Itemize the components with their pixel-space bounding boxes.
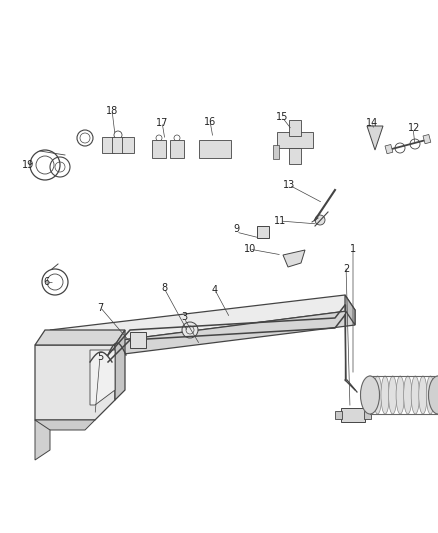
Ellipse shape [411, 376, 420, 414]
Polygon shape [115, 330, 125, 400]
Bar [289, 120, 301, 136]
Circle shape [105, 146, 111, 152]
Circle shape [182, 322, 198, 338]
Circle shape [125, 146, 131, 152]
Bar [112, 137, 124, 153]
Circle shape [289, 134, 301, 146]
Bar [423, 134, 431, 144]
Polygon shape [35, 420, 95, 430]
Ellipse shape [381, 376, 389, 414]
Bar [130, 332, 146, 348]
Ellipse shape [389, 376, 397, 414]
Bar [102, 137, 114, 153]
Ellipse shape [396, 376, 404, 414]
Circle shape [115, 146, 121, 152]
Text: 10: 10 [244, 245, 256, 254]
Bar [199, 140, 231, 158]
Bar [273, 145, 279, 159]
Ellipse shape [426, 376, 434, 414]
Bar [277, 132, 313, 148]
Circle shape [173, 149, 181, 157]
Polygon shape [90, 350, 115, 405]
Polygon shape [367, 126, 383, 150]
Polygon shape [60, 310, 355, 362]
Bar [152, 140, 166, 158]
Bar [122, 137, 134, 153]
Text: 16: 16 [204, 117, 216, 126]
Text: 12: 12 [408, 123, 420, 133]
Ellipse shape [404, 376, 412, 414]
Text: 5: 5 [98, 352, 104, 362]
Polygon shape [283, 250, 305, 267]
Text: 7: 7 [98, 303, 104, 312]
Text: 18: 18 [106, 106, 118, 116]
Text: 4: 4 [212, 286, 218, 295]
Polygon shape [35, 345, 115, 420]
Text: 19: 19 [21, 160, 34, 170]
Text: 3: 3 [181, 312, 187, 322]
Polygon shape [35, 330, 125, 345]
Circle shape [315, 215, 325, 225]
Circle shape [155, 149, 163, 157]
Text: 9: 9 [233, 224, 240, 234]
Bar [289, 148, 301, 164]
Polygon shape [50, 295, 355, 348]
Bar [385, 144, 393, 154]
Circle shape [204, 148, 212, 156]
Ellipse shape [374, 376, 381, 414]
Circle shape [218, 148, 226, 156]
Ellipse shape [434, 376, 438, 414]
Text: 11: 11 [274, 216, 286, 226]
Bar [341, 408, 365, 422]
Polygon shape [345, 295, 355, 325]
Bar [170, 140, 184, 158]
Ellipse shape [366, 376, 374, 414]
Circle shape [133, 335, 143, 345]
Text: 15: 15 [276, 112, 289, 122]
Text: 14: 14 [366, 118, 378, 127]
Text: 8: 8 [161, 283, 167, 293]
Ellipse shape [419, 376, 427, 414]
Circle shape [260, 229, 266, 235]
Text: 6: 6 [43, 278, 49, 287]
Text: 17: 17 [156, 118, 168, 127]
Ellipse shape [360, 376, 379, 414]
Text: 2: 2 [343, 264, 349, 274]
Bar [335, 411, 342, 419]
Polygon shape [35, 420, 50, 460]
Text: 1: 1 [350, 245, 356, 254]
Bar [257, 226, 269, 238]
Text: 13: 13 [283, 181, 295, 190]
Bar [364, 411, 371, 419]
Ellipse shape [428, 376, 438, 414]
